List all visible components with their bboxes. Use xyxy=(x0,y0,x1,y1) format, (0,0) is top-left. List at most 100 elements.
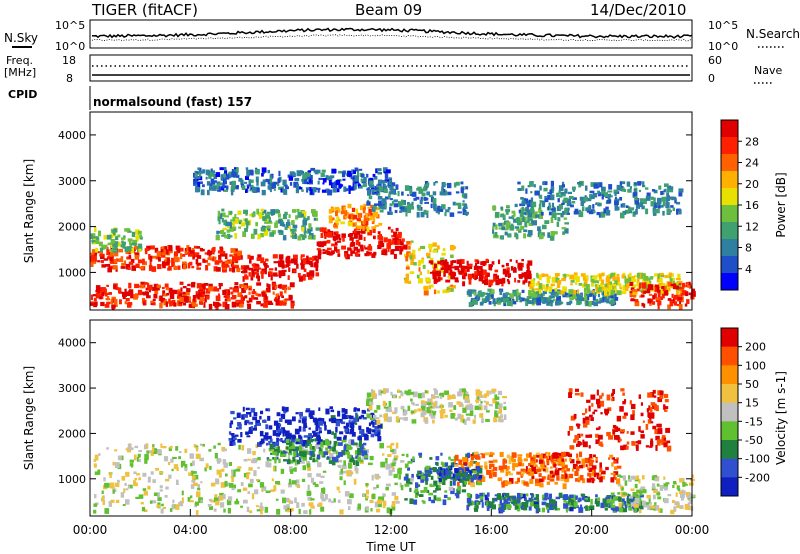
heatmap-cell xyxy=(653,395,657,398)
heatmap-cell xyxy=(311,209,316,214)
heatmap-cell xyxy=(276,437,280,443)
heatmap-cell xyxy=(616,184,622,191)
heatmap-cell xyxy=(262,179,266,183)
heatmap-cell xyxy=(317,189,320,193)
heatmap-cell xyxy=(111,304,116,309)
heatmap-cell xyxy=(106,482,110,488)
heatmap-cell xyxy=(513,266,516,272)
heatmap-cell xyxy=(227,507,231,514)
heatmap-cell xyxy=(556,192,560,198)
heatmap-cell xyxy=(535,452,540,457)
heatmap-cell xyxy=(143,491,148,496)
heatmap-cell xyxy=(410,398,413,402)
heatmap-cell xyxy=(584,287,587,293)
heatmap-cell xyxy=(306,490,312,497)
heatmap-cell xyxy=(331,252,334,255)
heatmap-cell xyxy=(321,452,324,457)
heatmap-cell xyxy=(263,419,266,423)
heatmap-cell xyxy=(134,252,140,257)
heatmap-cell xyxy=(641,282,647,289)
heatmap-cell xyxy=(606,394,611,401)
heatmap-cell xyxy=(337,253,341,257)
heatmap-cell xyxy=(619,287,622,290)
heatmap-cell xyxy=(499,451,504,457)
heatmap-cell xyxy=(348,189,351,194)
heatmap-cell xyxy=(293,258,298,265)
heatmap-cell xyxy=(466,268,470,272)
heatmap-cell xyxy=(476,501,481,505)
heatmap-cell xyxy=(204,467,207,472)
heatmap-cell xyxy=(252,416,258,421)
heatmap-cell xyxy=(563,503,568,509)
heatmap-cell xyxy=(622,475,626,481)
heatmap-cell xyxy=(532,220,537,226)
heatmap-cell xyxy=(274,209,279,214)
heatmap-cell xyxy=(679,505,684,509)
heatmap-cell xyxy=(275,303,280,306)
heatmap-cell xyxy=(601,186,606,192)
heatmap-cell xyxy=(235,174,240,178)
heatmap-cell xyxy=(684,303,688,307)
heatmap-cell xyxy=(686,495,691,499)
heatmap-cell xyxy=(478,398,481,402)
heatmap-cell xyxy=(502,396,507,399)
heatmap-cell xyxy=(565,501,570,506)
heatmap-cell xyxy=(340,210,346,215)
heatmap-cell xyxy=(412,391,418,398)
heatmap-cell xyxy=(106,284,109,287)
heatmap-cell xyxy=(349,471,354,475)
heatmap-cell xyxy=(635,203,641,209)
heatmap-cell xyxy=(240,294,243,301)
heatmap-cell xyxy=(404,498,408,501)
heatmap-cell xyxy=(203,302,206,308)
heatmap-cell xyxy=(503,406,507,410)
heatmap-cell xyxy=(165,478,170,482)
heatmap-cell xyxy=(560,191,565,195)
heatmap-cell xyxy=(614,192,617,196)
heatmap-cell xyxy=(178,300,183,305)
heatmap-cell xyxy=(234,255,238,262)
heatmap-cell xyxy=(596,212,600,216)
heatmap-cell xyxy=(647,298,652,304)
heatmap-cell xyxy=(344,491,350,497)
heatmap-cell xyxy=(327,429,332,435)
heatmap-cell xyxy=(605,206,609,210)
heatmap-cell xyxy=(629,272,632,278)
heatmap-cell xyxy=(610,499,615,504)
heatmap-cell xyxy=(508,216,513,219)
heatmap-cell xyxy=(208,449,212,452)
heatmap-cell xyxy=(260,233,264,238)
heatmap-cell xyxy=(517,181,521,185)
heatmap-cell xyxy=(289,282,295,288)
heatmap-cell xyxy=(374,188,377,192)
heatmap-cell xyxy=(638,394,641,399)
heatmap-cell xyxy=(536,297,542,302)
heatmap-cell xyxy=(373,432,377,436)
heatmap-cell xyxy=(540,462,545,467)
heatmap-cell xyxy=(643,505,649,508)
heatmap-cell xyxy=(364,435,369,441)
heatmap-cell xyxy=(261,488,267,491)
heatmap-cell xyxy=(385,388,389,393)
heatmap-cell xyxy=(507,296,510,301)
heatmap-cell xyxy=(253,228,258,235)
heatmap-cell xyxy=(218,254,222,260)
heatmap-cell xyxy=(186,245,190,251)
heatmap-cell xyxy=(240,284,244,288)
heatmap-cell xyxy=(130,464,134,468)
heatmap-cell xyxy=(670,273,674,277)
heatmap-cell xyxy=(337,410,341,417)
heatmap-cell xyxy=(147,282,150,288)
heatmap-cell xyxy=(689,498,693,504)
heatmap-cell xyxy=(678,280,683,284)
heatmap-cell xyxy=(526,201,531,208)
heatmap-cell xyxy=(359,440,362,443)
heatmap-cell xyxy=(524,212,528,216)
heatmap-cell xyxy=(144,248,149,252)
heatmap-cell xyxy=(677,488,681,492)
heatmap-cell xyxy=(512,499,518,505)
heatmap-cell xyxy=(631,502,635,505)
heatmap-cell xyxy=(286,443,291,446)
heatmap-cell xyxy=(372,216,376,222)
heatmap-cell xyxy=(138,477,142,481)
